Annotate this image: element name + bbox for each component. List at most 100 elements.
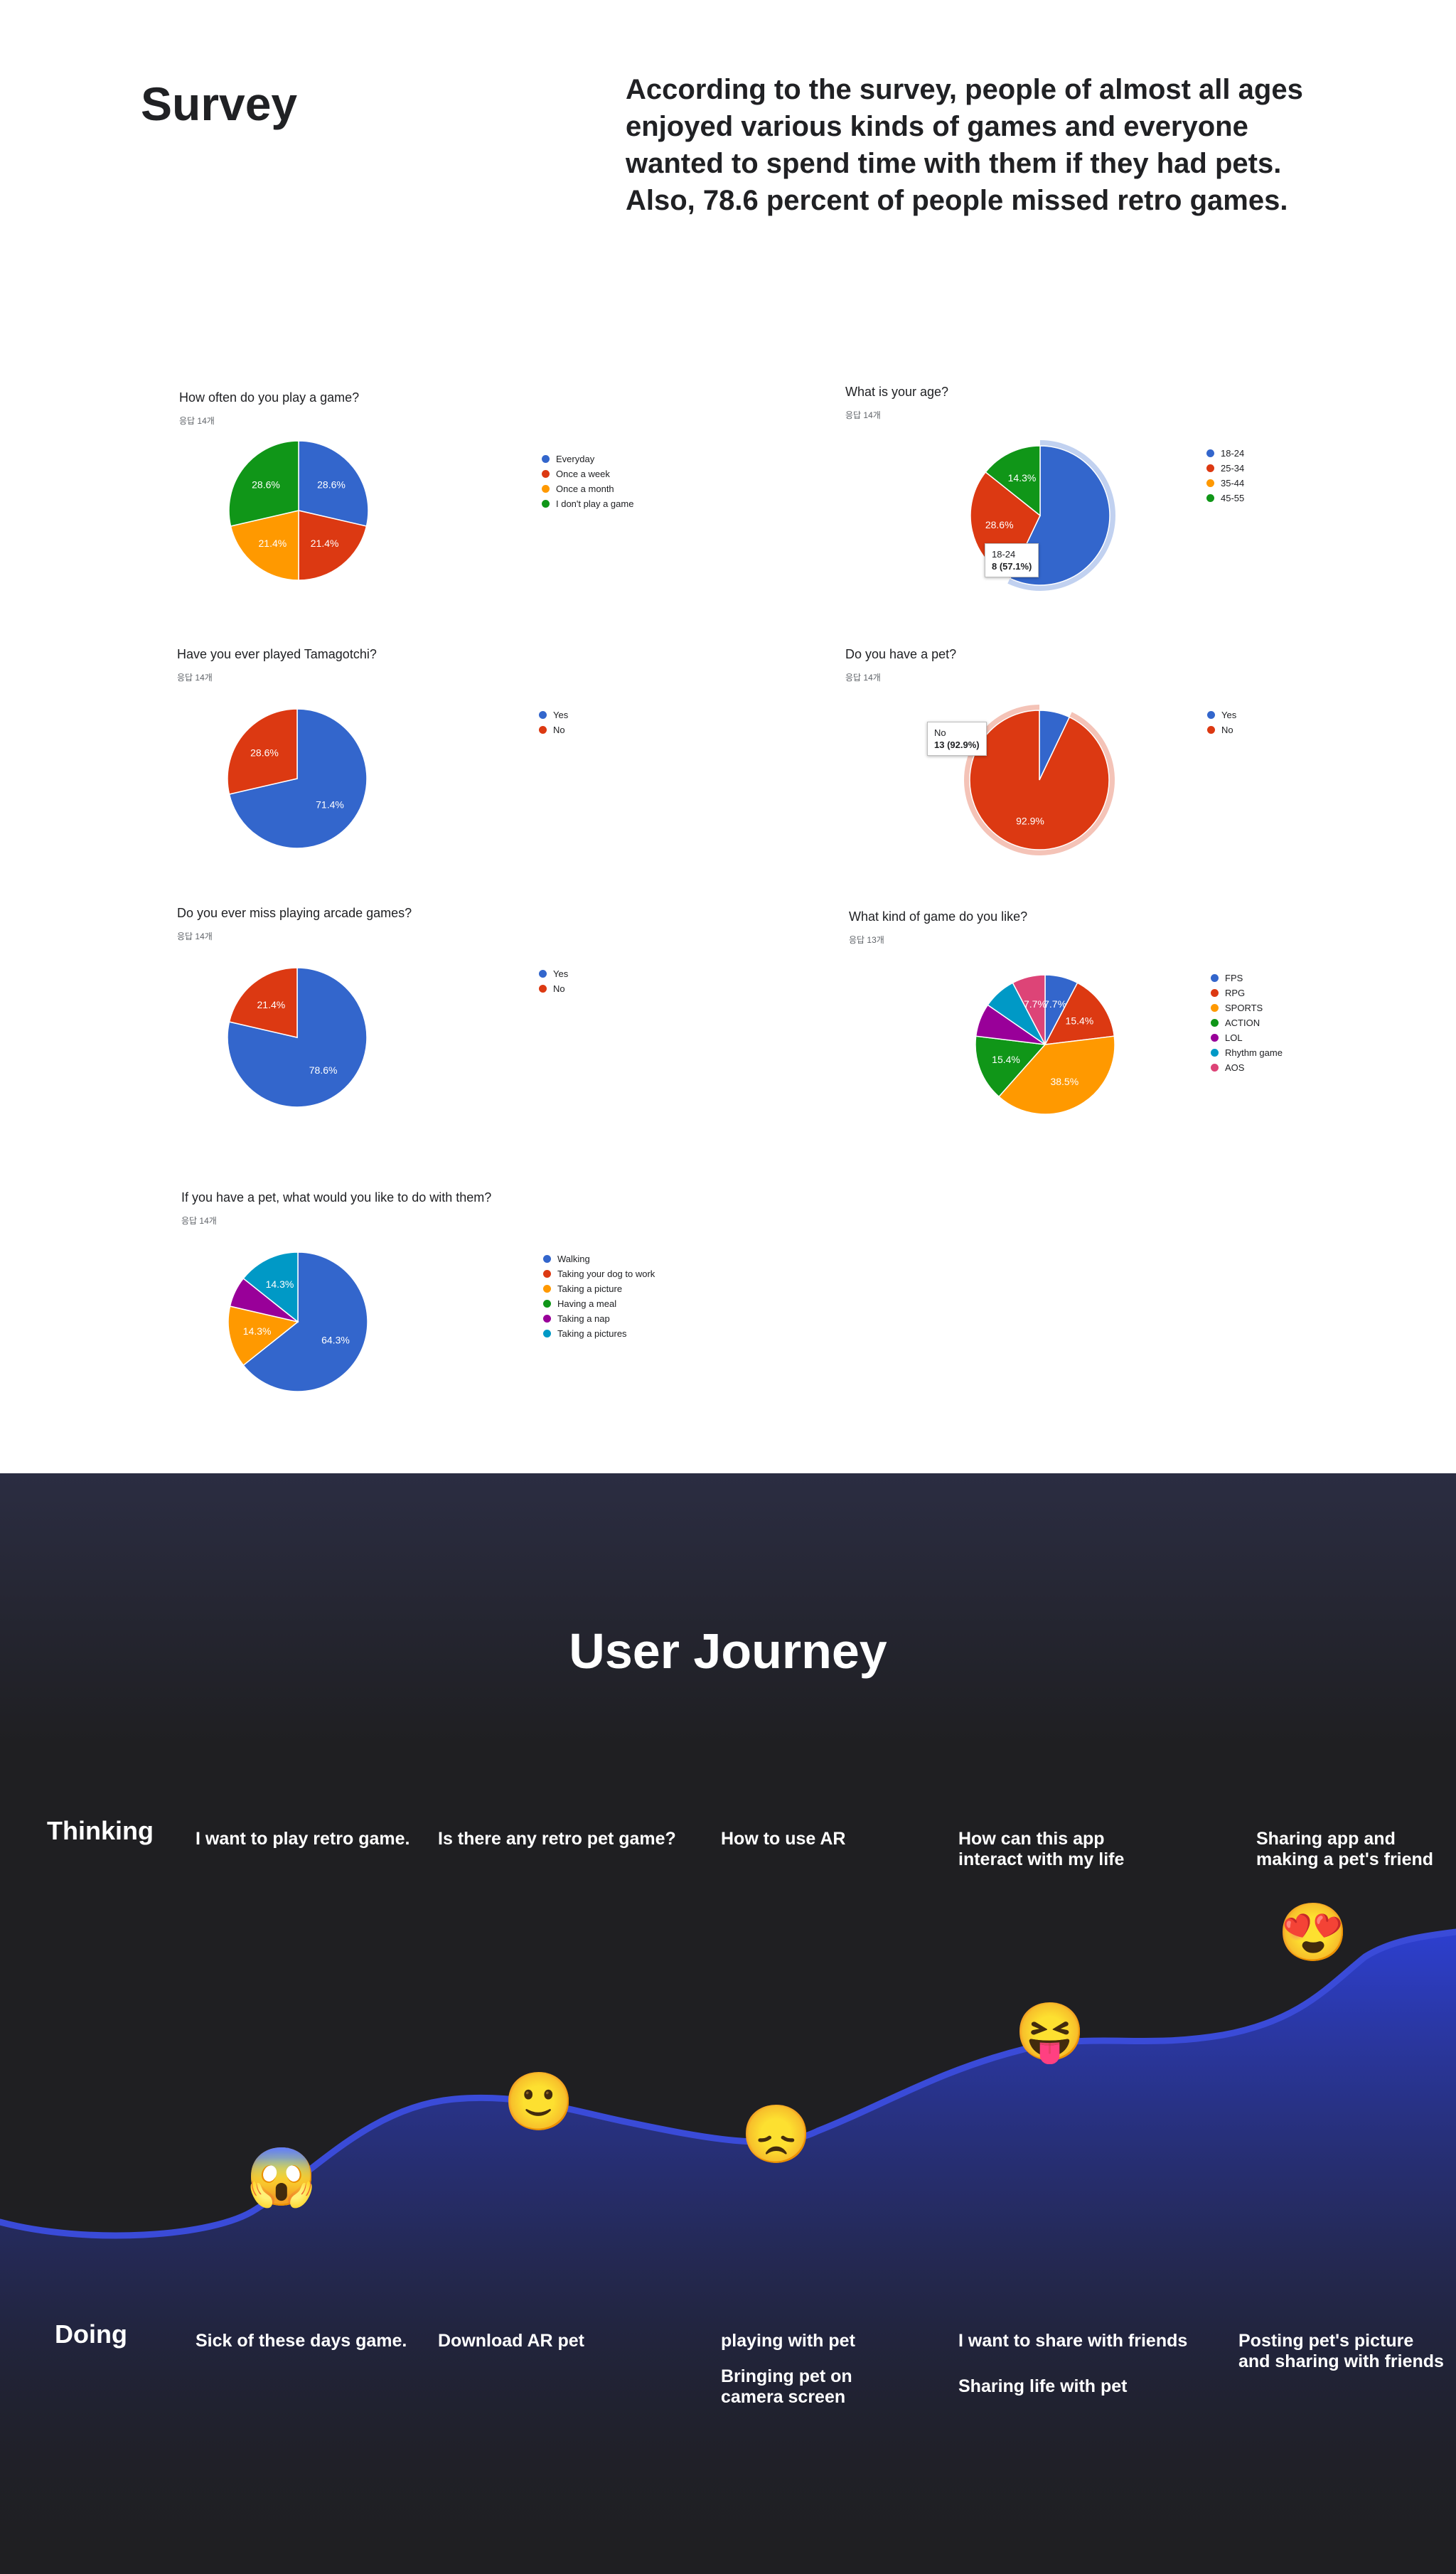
legend-item[interactable]: Once a week	[542, 466, 633, 481]
legend-label: LOL	[1225, 1032, 1243, 1043]
pie-chart[interactable]: 92.9%	[883, 673, 1196, 887]
pie-slice-i-don-t-play-a-game[interactable]	[228, 440, 299, 527]
legend-item[interactable]: Rhythm game	[1211, 1045, 1283, 1060]
legend-label: 25-34	[1221, 463, 1245, 474]
chart-tooltip: No 13 (92.9%)	[927, 722, 987, 756]
legend-item[interactable]: Taking a pictures	[543, 1326, 655, 1341]
legend-item[interactable]: Yes	[539, 966, 568, 981]
pie-chart[interactable]: 64.3% 14.3% 14.3%	[141, 1215, 454, 1428]
chart-response-count: 응답 14개	[177, 931, 213, 941]
pie-slice-taking-a-picture[interactable]	[228, 1305, 299, 1367]
pie-slice-no[interactable]	[969, 710, 1110, 850]
doing-stage-4b: Sharing life with pet	[958, 2376, 1128, 2396]
legend-item[interactable]: Yes	[539, 707, 568, 722]
pie-slice-yes[interactable]	[228, 708, 368, 849]
pie-chart[interactable]: 28.6% 14.3%	[884, 409, 1197, 622]
chart-question: Have you ever played Tamagotchi?	[177, 647, 377, 661]
legend-item[interactable]: FPS	[1211, 971, 1283, 986]
doing-stage-1: Sick of these days game.	[196, 2331, 407, 2351]
pie-slice-everyday[interactable]	[298, 440, 369, 527]
pie-data-label: 15.4%	[1066, 1015, 1094, 1027]
legend-label: Taking your dog to work	[557, 1269, 655, 1279]
legend-swatch	[543, 1315, 551, 1323]
pie-slice-once-a-week[interactable]	[298, 510, 368, 581]
pie-chart[interactable]: 28.6% 21.4% 21.4% 28.6%	[142, 404, 455, 617]
chart-question: Do you have a pet?	[845, 647, 957, 661]
legend-swatch	[539, 711, 547, 719]
legend-item[interactable]: Once a month	[542, 481, 633, 496]
legend-label: 45-55	[1221, 493, 1245, 503]
legend-label: AOS	[1225, 1062, 1245, 1073]
legend-item[interactable]: I don't play a game	[542, 496, 633, 511]
legend-item[interactable]: SPORTS	[1211, 1000, 1283, 1015]
legend-label: ACTION	[1225, 1018, 1260, 1028]
pie-data-label: 7.7%	[1044, 998, 1066, 1010]
legend-swatch	[1211, 1049, 1219, 1057]
legend-swatch	[542, 470, 550, 478]
pie-slice-once-a-month[interactable]	[230, 510, 299, 581]
legend-item[interactable]: 35-44	[1206, 476, 1244, 491]
legend-label: Once a month	[556, 484, 614, 494]
legend-label: Yes	[1221, 710, 1237, 720]
pie-chart[interactable]: 71.4% 28.6%	[141, 672, 454, 885]
legend-item[interactable]: RPG	[1211, 986, 1283, 1000]
legend-label: I don't play a game	[556, 498, 634, 509]
legend-item[interactable]: No	[1207, 722, 1236, 737]
legend-swatch	[542, 500, 550, 508]
pie-slice-45-55[interactable]	[985, 445, 1041, 517]
legend-item[interactable]: Having a meal	[543, 1296, 655, 1311]
pie-slice-taking-a-pictures[interactable]	[242, 1251, 299, 1323]
journey-title: User Journey	[569, 1623, 887, 1679]
legend-item[interactable]: No	[539, 981, 568, 996]
legend-swatch	[1211, 989, 1219, 997]
legend-label: FPS	[1225, 973, 1243, 983]
legend-item[interactable]: Taking a nap	[543, 1311, 655, 1326]
legend-item[interactable]: Taking a picture	[543, 1281, 655, 1296]
legend-item[interactable]: No	[539, 722, 568, 737]
pie-slice-sports[interactable]	[997, 1035, 1115, 1115]
legend-item[interactable]: 25-34	[1206, 461, 1244, 476]
pie-data-label: 14.3%	[1008, 472, 1037, 484]
thinking-stage-1: I want to play retro game.	[196, 1829, 410, 1849]
pie-slice-action[interactable]	[975, 1035, 1046, 1098]
legend-swatch	[542, 485, 550, 493]
pie-slice-walking[interactable]	[242, 1251, 368, 1392]
chart-question: What kind of game do you like?	[849, 909, 1028, 924]
legend-swatch	[1207, 726, 1215, 734]
legend-swatch	[539, 726, 547, 734]
legend-swatch	[1206, 479, 1214, 487]
thinking-stage-3: How to use AR	[721, 1829, 846, 1849]
pie-data-label: 28.6%	[250, 747, 279, 758]
legend-label: No	[553, 983, 565, 994]
legend-label: Everyday	[556, 454, 595, 464]
legend-item[interactable]: 45-55	[1206, 491, 1244, 506]
tooltip-value: 8 (57.1%)	[992, 561, 1032, 572]
legend-item[interactable]: Walking	[543, 1251, 655, 1266]
pie-slice-aos[interactable]	[1012, 974, 1046, 1045]
pie-slice-rpg[interactable]	[1044, 982, 1115, 1045]
legend-item[interactable]: ACTION	[1211, 1015, 1283, 1030]
doing-stage-3b: Bringing pet on camera screen	[721, 2366, 852, 2407]
legend-item[interactable]: 18-24	[1206, 446, 1244, 461]
legend-item[interactable]: Taking your dog to work	[543, 1266, 655, 1281]
pie-slice-no[interactable]	[228, 967, 298, 1038]
thinking-row-label: Thinking	[47, 1816, 154, 1845]
pie-chart[interactable]: 7.7%15.4%38.5%15.4%7.7%	[889, 938, 1201, 1151]
legend-swatch	[543, 1300, 551, 1308]
doing-stage-2: Download AR pet	[438, 2331, 585, 2351]
survey-chart-5: Do you ever miss playing arcade games? 응답…	[177, 906, 717, 1133]
legend-item[interactable]: AOS	[1211, 1060, 1283, 1075]
legend-swatch	[1206, 494, 1214, 502]
chart-response-count: 응답 13개	[849, 935, 884, 945]
legend-item[interactable]: Everyday	[542, 452, 633, 466]
disappointed-emoji-icon: 😞	[741, 2103, 812, 2166]
pie-slice-no[interactable]	[227, 708, 298, 795]
legend-item[interactable]: LOL	[1211, 1030, 1283, 1045]
chart-legend: FPS RPG SPORTS ACTION LOL Rhythm game AOS	[1211, 971, 1283, 1075]
pie-chart[interactable]: 78.6% 21.4%	[141, 931, 454, 1144]
legend-swatch	[1211, 1019, 1219, 1027]
legend-item[interactable]: Yes	[1207, 707, 1236, 722]
chart-legend: Yes No	[1207, 707, 1236, 737]
legend-swatch	[1211, 1034, 1219, 1042]
legend-label: 35-44	[1221, 478, 1245, 488]
